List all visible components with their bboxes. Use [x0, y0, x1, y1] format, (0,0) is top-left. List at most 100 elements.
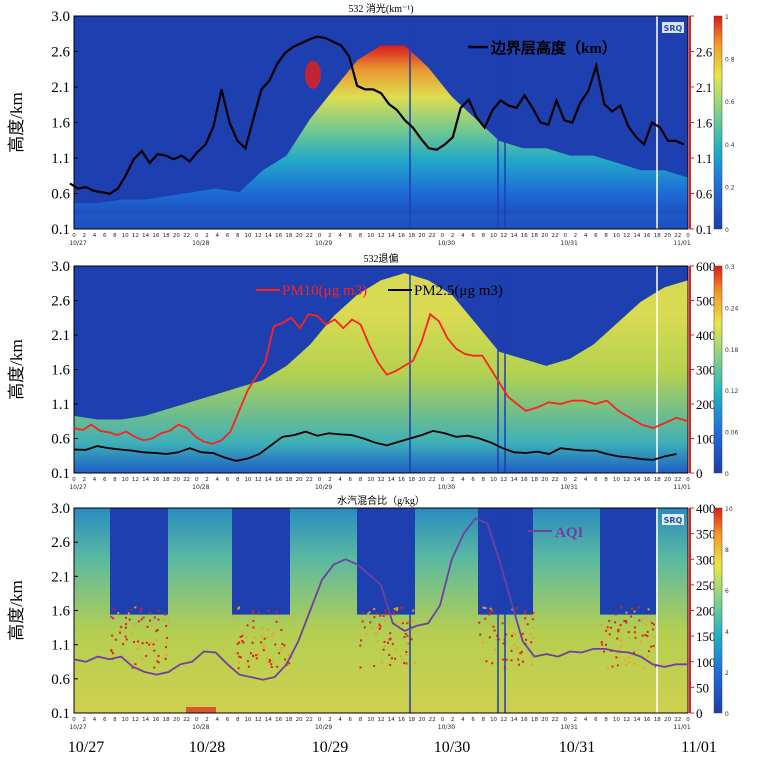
panel-3: 水汽混合比（g/kg） 0.1 0.6 1.1 1.6 2.1 2.6 3.0 高度/km 0 50…: [7, 494, 733, 731]
wv-speckle: [530, 641, 532, 643]
wv-speckle: [399, 623, 401, 625]
hour-label: 22: [306, 477, 313, 483]
wv-speckle: [375, 632, 377, 634]
hour-label: 0: [563, 717, 567, 723]
wv-speckle: [516, 607, 518, 609]
hour-label: 6: [471, 233, 475, 239]
wv-speckle: [252, 655, 254, 657]
wv-speckle: [240, 636, 242, 638]
wv-speckle: [389, 632, 391, 634]
wv-speckle: [478, 622, 480, 624]
hour-label: 0: [563, 233, 567, 239]
wv-speckle: [237, 643, 239, 645]
colorbar-tick: 8: [725, 547, 729, 554]
hour-label: 22: [429, 717, 436, 723]
wv-speckle: [615, 613, 617, 615]
wv-speckle: [532, 612, 534, 614]
hour-label: 0: [686, 233, 690, 239]
hour-label: 12: [255, 233, 262, 239]
wv-speckle: [634, 663, 636, 665]
wv-speckle: [386, 613, 388, 615]
wv-speckle: [168, 620, 170, 622]
colorbar-tick: 0.3: [725, 264, 735, 271]
hour-label: 22: [183, 233, 190, 239]
wv-speckle: [405, 651, 407, 653]
wv-speckle: [653, 623, 655, 625]
wv-speckle: [653, 645, 655, 647]
wv-speckle: [273, 633, 275, 635]
hour-label: 2: [328, 477, 332, 483]
wv-speckle: [373, 665, 375, 667]
hour-label: 4: [216, 233, 220, 239]
hour-label: 20: [296, 233, 303, 239]
wv-speckle: [532, 617, 534, 619]
ytick-label: 2.6: [51, 294, 70, 310]
right-tick-label: 0: [696, 706, 703, 721]
hour-label: 2: [82, 477, 86, 483]
wv-speckle: [260, 641, 262, 643]
wv-speckle: [135, 663, 137, 665]
wv-speckle: [158, 610, 160, 612]
wv-speckle: [615, 656, 617, 658]
colorbar-tick: 0.6: [725, 99, 735, 106]
wv-speckle: [122, 643, 124, 645]
wv-speckle: [268, 610, 270, 612]
wv-speckle: [148, 644, 150, 646]
hour-label: 22: [306, 233, 313, 239]
wv-speckle: [383, 615, 385, 617]
hour-label: 20: [173, 233, 180, 239]
wv-speckle: [373, 616, 375, 618]
hour-label: 4: [93, 233, 97, 239]
wv-speckle: [125, 627, 127, 629]
small-date-label: 10/29: [315, 484, 332, 491]
wv-speckle: [252, 642, 254, 644]
wv-speckle: [488, 613, 490, 615]
hour-label: 20: [418, 717, 425, 723]
wv-gap-4: [600, 508, 656, 615]
right-tick-label: 100: [696, 432, 716, 447]
panel-2-title: 532退偏: [364, 252, 399, 265]
right-tick-label: 500: [696, 294, 716, 309]
wv-speckle: [118, 615, 120, 617]
wv-speckle: [112, 652, 114, 654]
wv-speckle: [238, 607, 240, 609]
ytick-label: 2.1: [51, 328, 70, 344]
hour-label: 6: [349, 477, 353, 483]
wv-speckle: [146, 642, 148, 644]
wv-speckle: [390, 638, 392, 640]
small-date-label: 10/29: [315, 724, 332, 731]
wv-speckle: [373, 608, 375, 610]
wv-speckle: [603, 651, 605, 653]
wv-speckle: [240, 656, 242, 658]
wv-speckle: [120, 626, 122, 628]
bottom-date-label: 11/01: [681, 739, 717, 756]
wv-speckle: [634, 611, 636, 613]
ytick-label: 3.0: [51, 259, 70, 275]
hour-label: 18: [285, 717, 292, 723]
hour-label: 22: [183, 717, 190, 723]
hour-label: 4: [584, 477, 588, 483]
wv-speckle: [625, 664, 627, 666]
wv-speckle: [639, 640, 641, 642]
wv-speckle: [379, 615, 381, 617]
hour-label: 4: [338, 477, 342, 483]
hour-label: 2: [328, 717, 332, 723]
wv-speckle: [607, 668, 609, 670]
hour-label: 20: [541, 477, 548, 483]
wv-speckle: [403, 621, 405, 623]
hour-label: 0: [72, 717, 76, 723]
right-tick-label: 100: [696, 655, 716, 670]
hour-label: 12: [500, 477, 507, 483]
right-tick-label: 1.6: [696, 116, 713, 131]
small-date-label: 10/31: [561, 484, 578, 491]
wv-speckle: [400, 607, 402, 609]
small-date-label: 10/30: [438, 240, 455, 247]
wv-speckle: [237, 652, 239, 654]
wv-speckle: [511, 650, 513, 652]
wv-speckle: [649, 620, 651, 622]
wv-speckle: [264, 638, 266, 640]
wv-speckle: [518, 664, 520, 666]
wv-speckle: [258, 612, 260, 614]
wv-speckle: [247, 660, 249, 662]
ytick-label: 1.1: [51, 397, 70, 413]
